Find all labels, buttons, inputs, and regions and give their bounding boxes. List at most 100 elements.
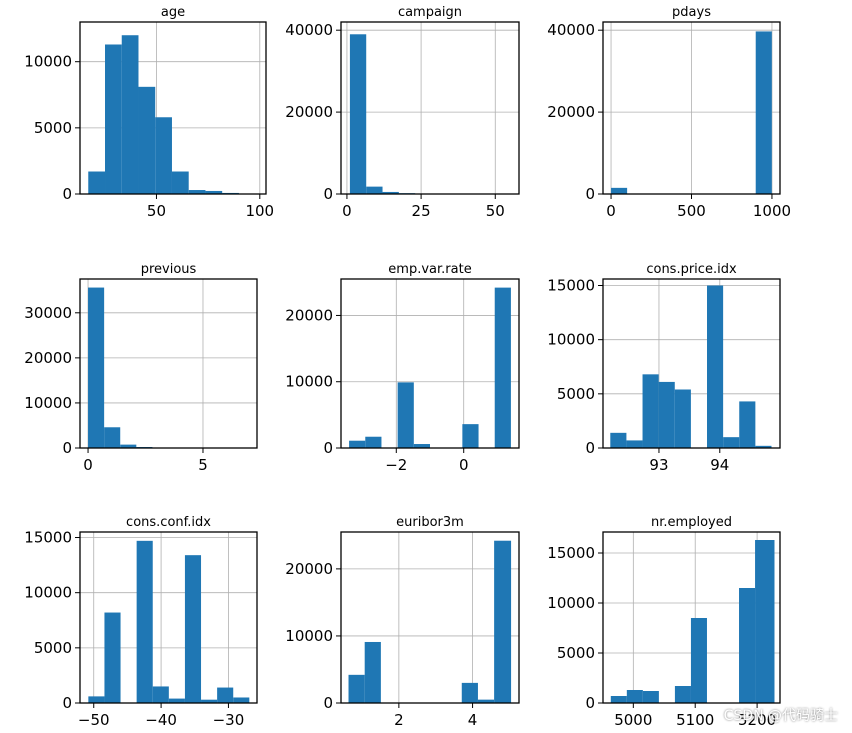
y-tick-label: 20000 (285, 306, 333, 324)
subplot-nr-employed: 5000 5100 5200 0 5000 10000 15000 nr.employed (547, 515, 781, 729)
histogram-bar (658, 381, 675, 448)
y-tick-label: 15000 (547, 277, 595, 295)
histogram-bar (104, 427, 121, 448)
x-tick-label: 5100 (676, 711, 714, 729)
histogram-bar (155, 117, 172, 194)
subplot-title: cons.conf.idx (126, 515, 211, 530)
x-tick-label: 1000 (753, 202, 791, 220)
x-tick-label: 0 (342, 202, 352, 220)
subplot-cons-conf-idx: −50 −40 −30 0 5000 10000 15000 cons.conf.idx (24, 515, 258, 729)
subplot-euribor3m: 2 4 0 10000 20000 euribor3m (285, 515, 520, 729)
histogram-bar (707, 285, 724, 448)
subplot-title: emp.var.rate (388, 262, 471, 277)
x-tick-label: 93 (649, 456, 668, 474)
histogram-bar (739, 401, 756, 448)
axes-frame (602, 531, 781, 704)
histogram-bar (152, 686, 169, 703)
histogram-bar (477, 699, 495, 703)
y-tick-label: 10000 (24, 394, 72, 412)
histogram-bar (105, 44, 122, 194)
y-tick-label: 0 (585, 185, 595, 203)
axes-frame (340, 531, 520, 704)
histogram-bar (462, 424, 479, 448)
histogram-bar (366, 186, 383, 194)
histogram-bar (755, 445, 772, 448)
histogram-bar (494, 540, 512, 703)
y-tick-label: 30000 (24, 304, 72, 322)
histogram-bar (349, 34, 367, 195)
y-tick-label: 20000 (547, 103, 595, 121)
y-tick-label: 10000 (285, 627, 333, 645)
y-tick-label: 0 (62, 185, 72, 203)
histogram-bar (136, 540, 153, 703)
histogram-bar (138, 86, 156, 194)
histogram-bar (674, 686, 691, 703)
histogram-bar (626, 690, 643, 703)
axes-frame (340, 278, 520, 449)
y-tick-label: 10000 (547, 331, 595, 349)
histogram-bar (104, 612, 121, 703)
histogram-bar (205, 190, 223, 194)
axes-frame (602, 278, 781, 449)
subplot-title: nr.employed (651, 515, 732, 530)
histogram-bar (413, 444, 430, 448)
x-tick-label: 50 (486, 202, 505, 220)
y-tick-label: 15000 (24, 529, 72, 547)
axes-frame (79, 531, 258, 704)
subplot-title: cons.price.idx (646, 262, 737, 277)
y-tick-label: 20000 (285, 103, 333, 121)
axes-frame (79, 278, 258, 449)
histogram-bar (120, 444, 137, 448)
histogram-bar (349, 440, 366, 448)
histogram-bar (201, 699, 218, 703)
x-tick-label: 94 (710, 456, 729, 474)
axes-frame (340, 21, 520, 195)
x-tick-label: −50 (78, 711, 110, 729)
y-tick-label: 40000 (547, 21, 595, 39)
x-tick-label: 5 (198, 456, 208, 474)
histogram-bar (364, 641, 381, 703)
subplot-title: previous (141, 262, 197, 277)
histogram-bar (723, 437, 740, 448)
x-tick-label: 0 (606, 202, 616, 220)
histogram-bar (397, 382, 414, 448)
histogram-bar (382, 191, 399, 194)
histogram-bar (739, 588, 756, 703)
histogram-bar (88, 696, 105, 703)
histogram-bar (494, 287, 511, 448)
histogram-bar (610, 432, 627, 448)
x-tick-label: 25 (412, 202, 431, 220)
histogram-bar (171, 171, 189, 194)
histogram-bar (348, 674, 365, 703)
x-tick-label: 4 (468, 711, 478, 729)
subplot-cons-price-idx: 93 94 0 5000 10000 15000 cons.price.idx (547, 262, 781, 474)
subplot-age: 50 100 0 5000 10000 age (24, 5, 274, 220)
histogram-bar (184, 555, 202, 703)
x-tick-label: 500 (677, 202, 706, 220)
histogram-bar (642, 374, 659, 448)
x-tick-label: −40 (145, 711, 177, 729)
x-tick-label: 0 (459, 456, 469, 474)
y-tick-label: 5000 (557, 385, 595, 403)
y-tick-label: 10000 (24, 53, 72, 71)
y-tick-label: 0 (323, 694, 333, 712)
subplot-title: age (161, 5, 185, 20)
x-tick-label: 5200 (738, 711, 776, 729)
x-tick-label: −30 (213, 711, 245, 729)
subplot-campaign: 0 25 50 0 20000 40000 campaign (285, 5, 520, 220)
y-tick-label: 20000 (24, 349, 72, 367)
y-tick-label: 5000 (34, 639, 72, 657)
x-tick-label: 5000 (614, 711, 652, 729)
y-tick-label: 0 (62, 694, 72, 712)
histogram-bar (168, 698, 185, 703)
histogram-bar (88, 171, 106, 194)
x-tick-label: −2 (385, 456, 407, 474)
histogram-bar (121, 35, 139, 194)
histogram-bar (365, 436, 382, 448)
x-tick-label: 2 (394, 711, 404, 729)
subplot-previous: 0 5 0 10000 20000 30000 previous (24, 262, 258, 474)
histogram-bar (755, 31, 772, 194)
y-tick-label: 0 (323, 439, 333, 457)
subplot-emp-var-rate: −2 0 0 10000 20000 emp.var.rate (285, 262, 520, 474)
